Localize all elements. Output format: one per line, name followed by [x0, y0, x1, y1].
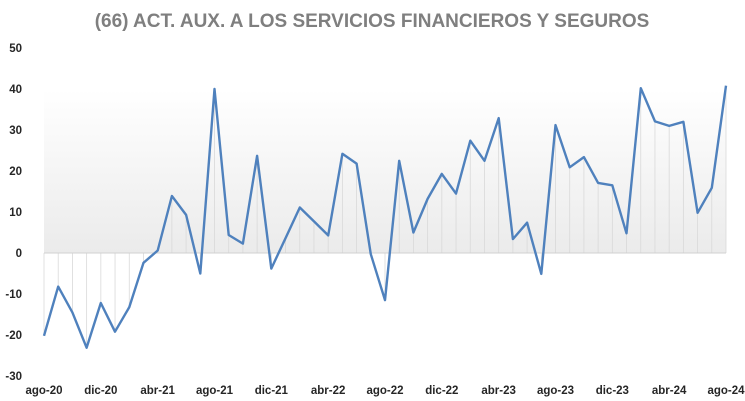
y-tick-label: 0 — [16, 248, 22, 260]
x-tick-label: dic-21 — [255, 385, 289, 397]
x-tick-label: abr-23 — [481, 385, 516, 397]
x-tick-label: dic-22 — [425, 385, 458, 397]
x-tick-label: ago-22 — [366, 385, 403, 397]
y-tick-label: -30 — [5, 371, 22, 383]
y-tick-label: -20 — [5, 330, 22, 342]
y-tick-label: 10 — [9, 207, 22, 219]
x-tick-label: ago-20 — [25, 385, 62, 397]
y-tick-label: 30 — [9, 125, 22, 137]
shaded-band — [44, 89, 726, 253]
y-tick-label: 40 — [9, 84, 22, 96]
x-tick-label: abr-22 — [311, 385, 346, 397]
x-tick-label: ago-24 — [707, 385, 745, 397]
chart-title: (66) ACT. AUX. A LOS SERVICIOS FINANCIER… — [95, 11, 650, 32]
y-tick-label: 50 — [9, 43, 22, 55]
x-tick-label: abr-24 — [652, 385, 687, 397]
x-tick-label: dic-23 — [596, 385, 629, 397]
x-tick-label: ago-21 — [196, 385, 234, 397]
x-tick-label: abr-21 — [140, 385, 175, 397]
series-line — [42, 85, 728, 349]
y-tick-label: -10 — [5, 289, 22, 301]
x-tick-label: dic-20 — [84, 385, 117, 397]
y-tick-label: 20 — [9, 166, 22, 178]
x-tick-label: ago-23 — [537, 385, 574, 397]
